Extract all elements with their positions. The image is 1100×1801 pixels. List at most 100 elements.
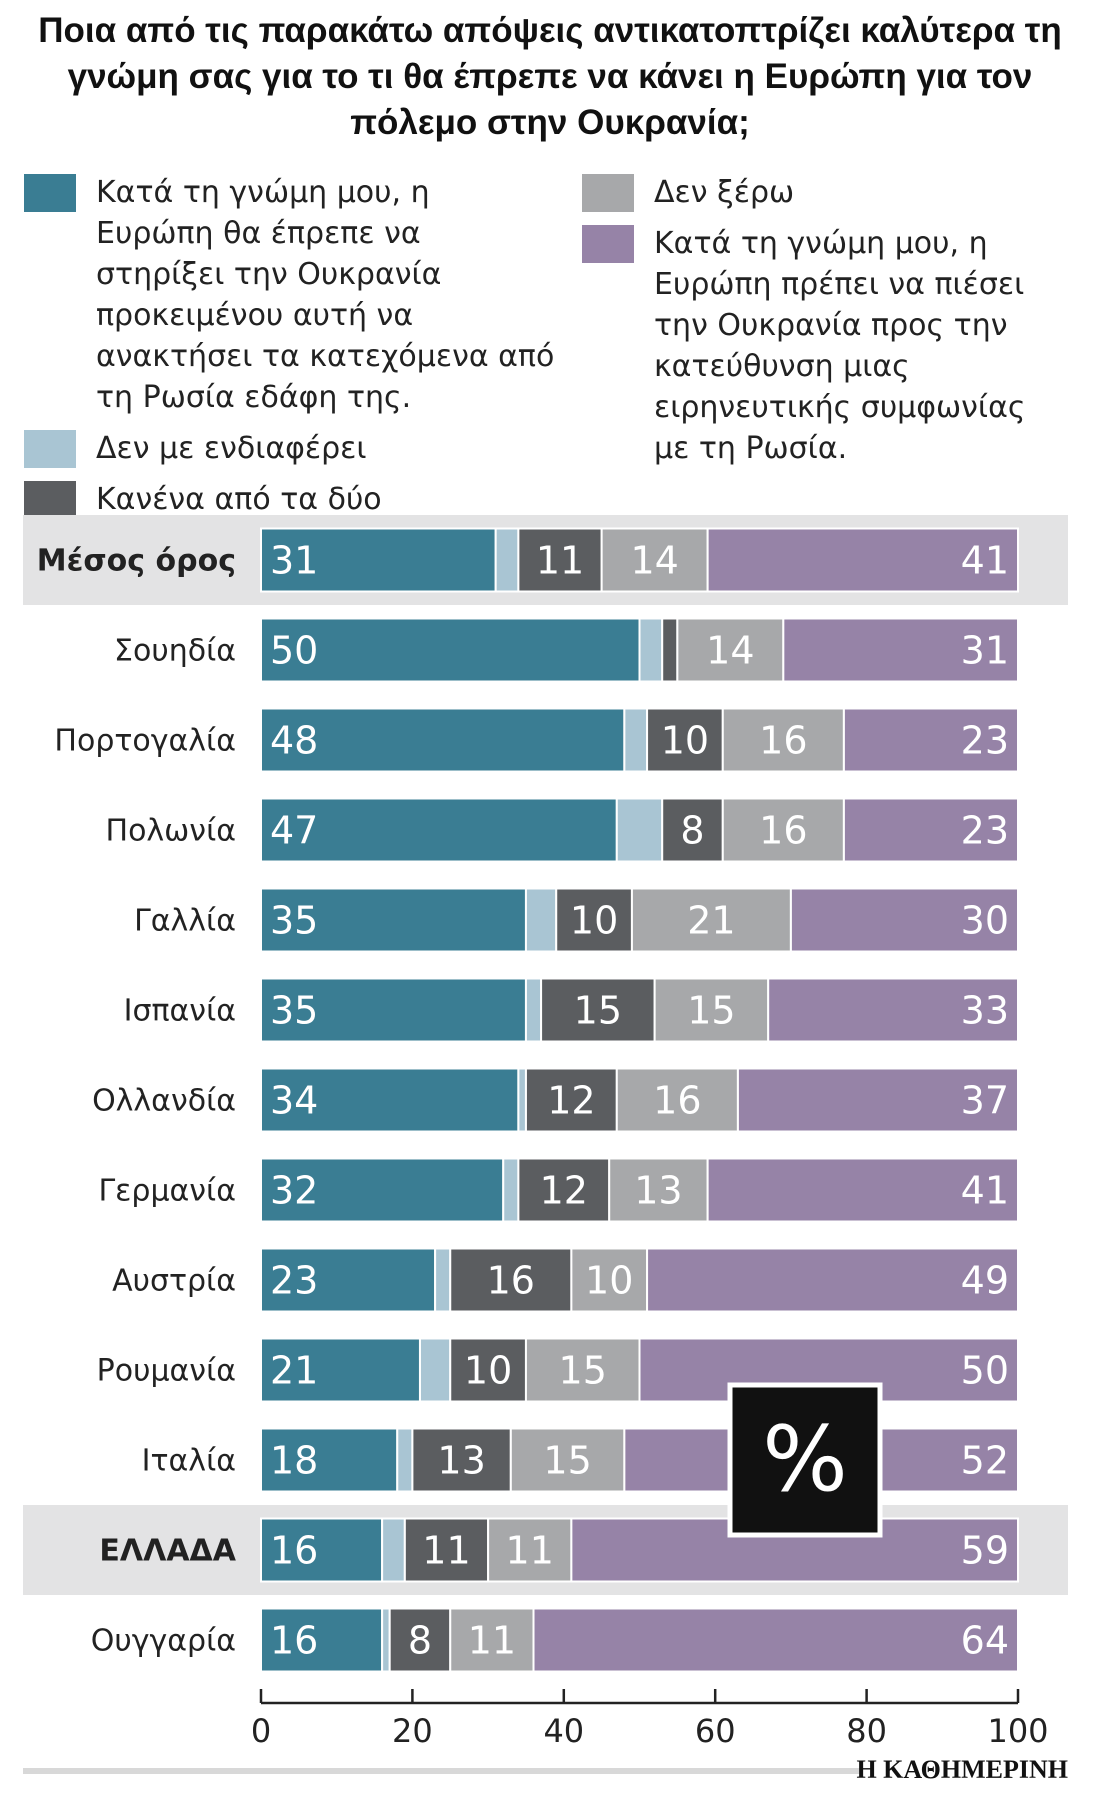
value-label: 47 — [270, 809, 318, 853]
category-label: Ολλανδία — [92, 1084, 236, 1119]
bar-segment — [260, 1067, 520, 1133]
bar-segment — [608, 1157, 709, 1223]
legend-swatch — [24, 430, 76, 468]
bar-segment — [782, 617, 1020, 683]
unit-badge — [727, 1382, 883, 1538]
bar-segment — [388, 1607, 452, 1673]
bar-segment — [842, 707, 1020, 773]
legend-label: Δεν ξέρω — [654, 175, 795, 210]
value-label: 14 — [630, 539, 678, 583]
value-label: 50 — [961, 1349, 1009, 1393]
bar-segment — [260, 1427, 399, 1493]
bar-segment — [638, 617, 664, 683]
bar-segment — [532, 1607, 1020, 1673]
bar-segment — [615, 1067, 739, 1133]
bar-segment — [260, 977, 527, 1043]
bar-segment — [381, 1517, 406, 1583]
legend-label: Κατά τη γνώμη μου, η Ευρώπη θα έπρεπε να… — [96, 175, 555, 415]
x-tick-label: 20 — [392, 1712, 433, 1750]
value-label: 15 — [543, 1439, 591, 1483]
category-label: Ουγγαρία — [91, 1624, 236, 1659]
value-label: 11 — [422, 1529, 470, 1573]
bar-segment — [260, 1247, 437, 1313]
value-label: 41 — [961, 1169, 1009, 1213]
value-label: 48 — [270, 719, 318, 763]
bar-segment — [449, 1337, 527, 1403]
bar-segment — [706, 1157, 1019, 1223]
value-label: 34 — [270, 1079, 318, 1123]
bar-segment — [517, 527, 603, 593]
value-label: 12 — [547, 1079, 595, 1123]
value-label: 18 — [270, 1439, 318, 1483]
legend-item: Δεν ξέρω — [582, 172, 1082, 213]
legend-swatch — [582, 174, 634, 212]
bar-segment — [767, 977, 1019, 1043]
value-label: 37 — [961, 1079, 1009, 1123]
bar-segment — [842, 797, 1020, 863]
value-label: 13 — [437, 1439, 485, 1483]
value-label: 16 — [270, 1619, 318, 1663]
bar-segment — [630, 887, 792, 953]
bar-segment — [736, 1067, 1019, 1133]
value-label: 8 — [680, 809, 704, 853]
legend: Κατά τη γνώμη μου, η Ευρώπη θα έπρεπε να… — [24, 172, 564, 520]
bar-segment — [403, 1517, 490, 1583]
value-label: 10 — [661, 719, 709, 763]
value-label: 23 — [961, 809, 1009, 853]
value-label: 11 — [536, 539, 584, 583]
bar-segment — [260, 707, 626, 773]
legend-label: Δεν με ενδιαφέρει — [96, 431, 367, 466]
value-label: 64 — [961, 1619, 1009, 1663]
x-tick-label: 0 — [251, 1712, 271, 1750]
value-label: 11 — [506, 1529, 554, 1573]
bar-segment — [260, 527, 497, 593]
bar-segment — [260, 1607, 384, 1673]
bar-segment — [661, 617, 679, 683]
value-label: 13 — [634, 1169, 682, 1213]
category-label: Ρουμανία — [97, 1354, 236, 1389]
category-label: Γερμανία — [98, 1174, 236, 1209]
bar-segment — [434, 1247, 452, 1313]
legend-swatch — [24, 174, 76, 212]
bar-segment — [661, 797, 724, 863]
legend-label: Κατά τη γνώμη μου, η Ευρώπη πρέπει να πι… — [654, 226, 1026, 466]
value-label: 16 — [653, 1079, 701, 1123]
legend-item: Δεν με ενδιαφέρει — [24, 428, 564, 469]
category-label: ΕΛΛΑΔΑ — [99, 1534, 236, 1569]
unit-badge-label: % — [762, 1407, 848, 1512]
value-label: 10 — [464, 1349, 512, 1393]
category-label: Ιταλία — [142, 1444, 236, 1479]
value-label: 10 — [585, 1259, 633, 1303]
category-label: Ισπανία — [124, 994, 236, 1029]
value-label: 59 — [961, 1529, 1009, 1573]
value-label: 30 — [961, 899, 1009, 943]
bar-segment — [517, 1067, 527, 1133]
x-tick-label: 60 — [695, 1712, 736, 1750]
legend-item: Κατά τη γνώμη μου, η Ευρώπη θα έπρεπε να… — [24, 172, 564, 418]
bar-segment — [646, 707, 724, 773]
value-label: 32 — [270, 1169, 318, 1213]
value-label: 23 — [270, 1259, 318, 1303]
value-label: 21 — [687, 899, 735, 943]
category-label: Πολωνία — [106, 814, 236, 849]
bar-segment — [418, 1337, 452, 1403]
value-label: 41 — [961, 539, 1009, 583]
bar-segment — [396, 1427, 414, 1493]
category-label: Πορτογαλία — [54, 724, 236, 759]
value-label: 15 — [559, 1349, 607, 1393]
value-label: 12 — [540, 1169, 588, 1213]
category-label: Σουηδία — [114, 634, 236, 669]
bar-segment — [721, 797, 845, 863]
value-label: 52 — [961, 1439, 1009, 1483]
value-label: 15 — [574, 989, 622, 1033]
bar-segment — [540, 977, 656, 1043]
legend: Δεν ξέρω Κατά τη γνώμη μου, η Ευρώπη πρέπ… — [582, 172, 1082, 469]
bar-segment — [260, 1157, 505, 1223]
legend-swatch — [582, 225, 634, 263]
value-label: 16 — [270, 1529, 318, 1573]
bar-segment — [789, 887, 1020, 953]
bar-segment — [260, 1517, 384, 1583]
bar-segment — [676, 617, 785, 683]
bar-segment — [260, 617, 641, 683]
